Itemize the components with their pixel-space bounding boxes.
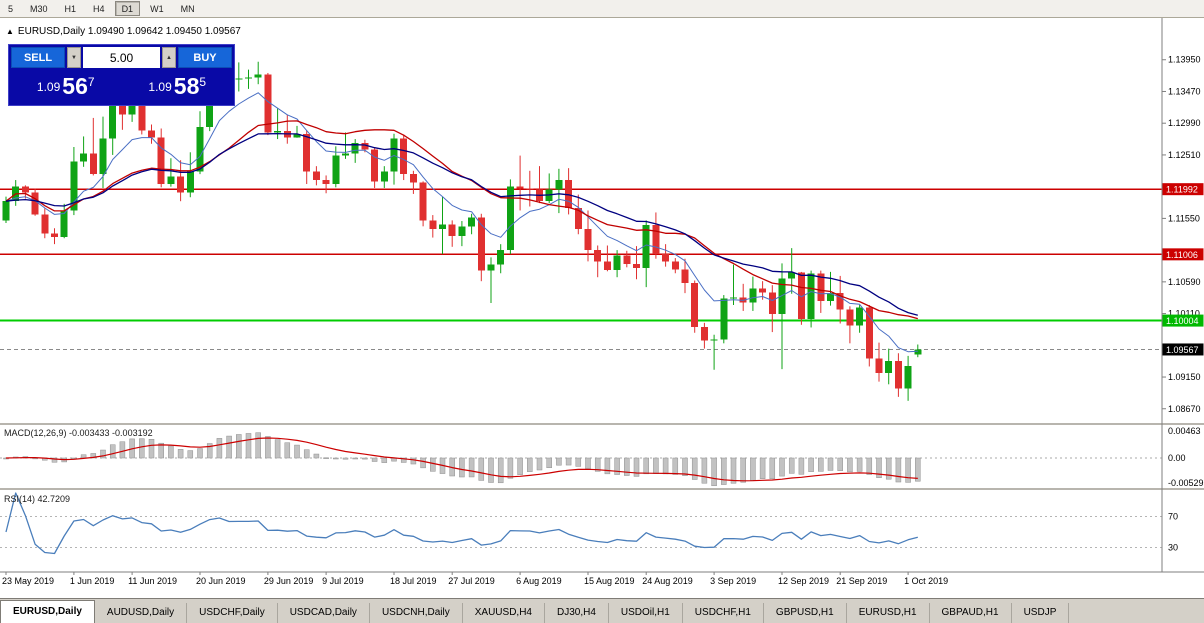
ask-pipette: 5 [199, 75, 207, 89]
bid-prefix: 1.09 [36, 79, 61, 94]
svg-text:6 Aug 2019: 6 Aug 2019 [516, 576, 562, 586]
svg-text:15 Aug 2019: 15 Aug 2019 [584, 576, 635, 586]
trade-controls-row: SELL ▼ 5.00 ▲ BUY [11, 47, 232, 68]
bid-big-digits: 56 [62, 73, 88, 99]
svg-text:1.11550: 1.11550 [1168, 213, 1200, 223]
volume-input[interactable]: 5.00 [83, 47, 160, 68]
timeframe-button-h1[interactable]: H1 [58, 1, 84, 16]
svg-text:1.10110: 1.10110 [1168, 309, 1200, 319]
sell-button[interactable]: SELL [11, 47, 65, 68]
volume-decrease-button[interactable]: ▼ [67, 47, 81, 68]
svg-text:1.13470: 1.13470 [1168, 86, 1201, 96]
rsi-panel [0, 492, 1162, 555]
svg-text:29 Jun 2019: 29 Jun 2019 [264, 576, 314, 586]
svg-text:70: 70 [1168, 511, 1178, 521]
svg-text:0.00: 0.00 [1168, 453, 1186, 463]
svg-text:3 Sep 2019: 3 Sep 2019 [710, 576, 756, 586]
timeframe-button-mn[interactable]: MN [174, 1, 202, 16]
svg-text:12 Sep 2019: 12 Sep 2019 [778, 576, 829, 586]
timeframe-button-h4[interactable]: H4 [86, 1, 112, 16]
chart-tab-audusd-daily[interactable]: AUDUSD,Daily [94, 603, 188, 623]
svg-text:1.08670: 1.08670 [1168, 404, 1201, 414]
svg-text:1.09150: 1.09150 [1168, 372, 1201, 382]
svg-text:1.12510: 1.12510 [1168, 150, 1201, 160]
svg-text:21 Sep 2019: 21 Sep 2019 [836, 576, 887, 586]
time-axis[interactable]: 23 May 2019 1 Jun 2019 11 Jun 2019 20 Jun 2… [2, 572, 948, 586]
chart-canvas[interactable]: 1.13950 1.13470 1.12990 1.12510 1.11550 1.105… [0, 18, 1204, 598]
svg-text:23 May 2019: 23 May 2019 [2, 576, 54, 586]
rsi-indicator-label: RSI(14) 42.7209 [4, 494, 71, 504]
timeframe-button-w1[interactable]: W1 [143, 1, 171, 16]
bid-pipette: 7 [87, 75, 95, 89]
svg-text:11 Jun 2019: 11 Jun 2019 [128, 576, 177, 586]
macd-axis[interactable]: 0.00463 0.00 -0.00529 [1168, 426, 1204, 488]
chart-tab-usdjp[interactable]: USDJP [1011, 603, 1070, 623]
bid-ask-row: 1.09 56 7 1.09 58 5 [11, 70, 232, 103]
svg-text:1.10590: 1.10590 [1168, 277, 1201, 287]
chart-tab-eurusd-daily[interactable]: EURUSD,Daily [0, 600, 95, 623]
svg-text:20 Jun 2019: 20 Jun 2019 [196, 576, 246, 586]
macd-indicator-label: MACD(12,26,9) -0.003433 -0.003192 [4, 428, 153, 438]
svg-text:1.11992: 1.11992 [1166, 185, 1198, 195]
chart-tab-bar: EURUSD,Daily AUDUSD,Daily USDCHF,Daily USDC… [0, 598, 1204, 623]
svg-text:1 Oct 2019: 1 Oct 2019 [904, 576, 948, 586]
svg-text:1.11006: 1.11006 [1166, 250, 1198, 260]
chart-tab-eurusd-h1[interactable]: EURUSD,H1 [846, 603, 930, 623]
svg-text:1.10004: 1.10004 [1166, 316, 1199, 326]
chart-tab-usdcnh-daily[interactable]: USDCNH,Daily [369, 603, 463, 623]
svg-text:1.12990: 1.12990 [1168, 118, 1201, 128]
chart-tab-gbpusd-h1[interactable]: GBPUSD,H1 [763, 603, 847, 623]
svg-text:9 Jul 2019: 9 Jul 2019 [322, 576, 364, 586]
symbol-ohlc-text: EURUSD,Daily 1.09490 1.09642 1.09450 1.0… [17, 26, 241, 37]
moving-average-lines [5, 92, 918, 353]
chart-tab-usdcad-daily[interactable]: USDCAD,Daily [277, 603, 370, 623]
chart-tab-usdchf-daily[interactable]: USDCHF,Daily [187, 603, 278, 623]
timeframe-button-m30[interactable]: M30 [23, 1, 55, 16]
svg-text:24 Aug 2019: 24 Aug 2019 [642, 576, 693, 586]
buy-button[interactable]: BUY [178, 47, 232, 68]
chart-tab-xauusd-h4[interactable]: XAUUSD,H4 [462, 603, 545, 623]
panel-dividers[interactable] [0, 423, 1204, 490]
svg-text:1.13950: 1.13950 [1168, 55, 1201, 65]
timeframe-button-5[interactable]: 5 [1, 1, 20, 16]
chart-area: 1.13950 1.13470 1.12990 1.12510 1.11550 1.105… [0, 18, 1204, 598]
svg-text:1.09567: 1.09567 [1166, 345, 1199, 355]
one-click-collapse-icon[interactable]: ▲ [6, 26, 14, 36]
one-click-trading-panel: SELL ▼ 5.00 ▲ BUY 1.09 56 7 1.09 58 5 [8, 44, 235, 106]
svg-text:1 Jun 2019: 1 Jun 2019 [70, 576, 115, 586]
volume-increase-button[interactable]: ▲ [162, 47, 176, 68]
chart-tab-gbpaud-h1[interactable]: GBPAUD,H1 [929, 603, 1012, 623]
chart-background [0, 18, 1204, 598]
rsi-axis[interactable]: 70 30 [1168, 511, 1178, 552]
ask-prefix: 1.09 [148, 79, 172, 94]
chart-tab-usdchf-h1[interactable]: USDCHF,H1 [682, 603, 764, 623]
macd-panel [0, 432, 1162, 487]
chart-tab-usdoil-h1[interactable]: USDOil,H1 [608, 603, 683, 623]
chart-title: ▲ EURUSD,Daily 1.09490 1.09642 1.09450 1… [6, 26, 241, 37]
svg-text:30: 30 [1168, 543, 1178, 553]
timeframe-button-d1[interactable]: D1 [114, 1, 141, 16]
ask-big-digits: 58 [173, 73, 200, 99]
chart-tab-dj30-h4[interactable]: DJ30,H4 [544, 603, 609, 623]
svg-text:18 Jul 2019: 18 Jul 2019 [390, 576, 437, 586]
ask-price: 1.09 58 5 [123, 70, 233, 103]
bid-price: 1.09 56 7 [11, 70, 121, 103]
svg-text:27 Jul 2019: 27 Jul 2019 [448, 576, 495, 586]
svg-text:-0.00529: -0.00529 [1168, 478, 1204, 488]
svg-text:0.00463: 0.00463 [1168, 426, 1201, 436]
price-axis[interactable]: 1.13950 1.13470 1.12990 1.12510 1.11550 1.105… [0, 18, 1204, 573]
timeframe-toolbar: 5 M30 H1 H4 D1 W1 MN [0, 0, 1204, 18]
